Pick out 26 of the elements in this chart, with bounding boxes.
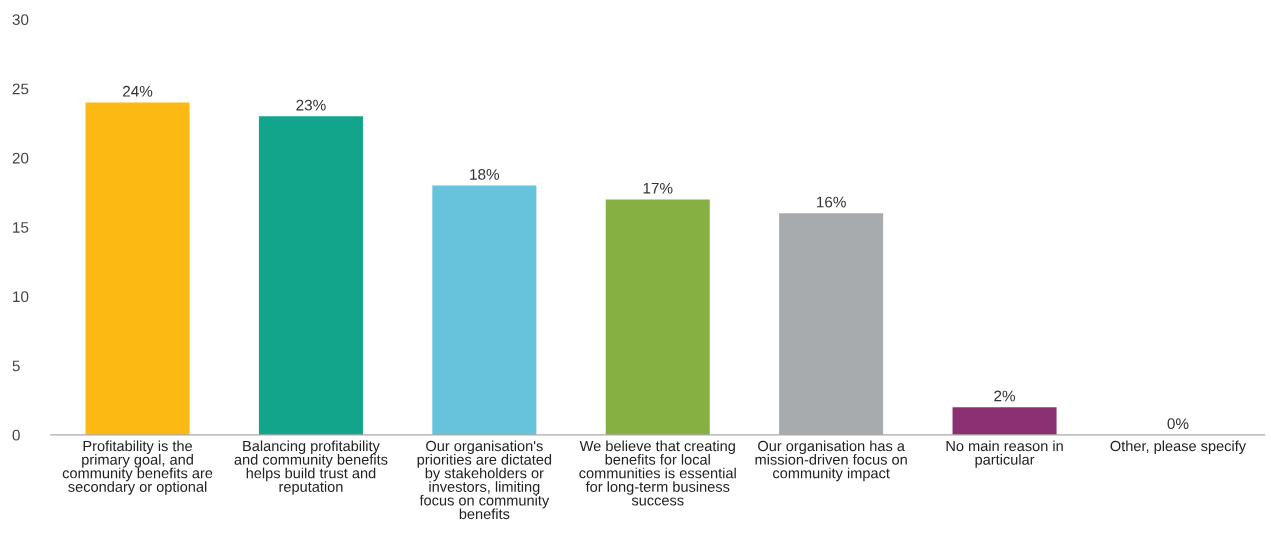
x-tick-label: Balancing profitability and community benefits helps build trust and reputation (234, 440, 388, 495)
bar (258, 116, 363, 435)
data-label: 18% (470, 168, 500, 180)
x-tick-label: Profitability is the primary goal, and community benefits are secondary or optional (62, 440, 213, 495)
data-label: 23% (296, 99, 326, 111)
y-tick-label: 5 (12, 360, 20, 372)
x-tick-label: Other, please specify (1110, 440, 1247, 455)
data-label: 2% (994, 390, 1016, 402)
x-tick-label: Our organisation's priorities are dictated by stakeholders or investors, limiting focus on community benefits (417, 440, 552, 520)
data-label: 0% (1167, 418, 1189, 430)
y-tick-label: 0 (12, 429, 20, 441)
y-tick-label: 20 (12, 152, 29, 164)
y-tick-label: 15 (13, 222, 29, 233)
data-label: 24% (123, 85, 153, 97)
bar (432, 185, 537, 435)
bar (605, 199, 710, 435)
data-label: 17% (643, 182, 673, 194)
y-tick-label: 30 (12, 14, 29, 26)
y-tick-label: 25 (12, 83, 29, 95)
bar (85, 102, 190, 435)
x-tick-label: No main reason in particular (946, 440, 1063, 468)
bar (952, 407, 1057, 435)
x-tick-label: Our organisation has a mission-driven focus on community impact (755, 440, 907, 482)
data-label: 16% (817, 196, 846, 208)
x-tick-label: We believe that creating benefits for local communities is essential for long-term business success (579, 440, 736, 506)
y-tick-label: 10 (13, 291, 29, 303)
